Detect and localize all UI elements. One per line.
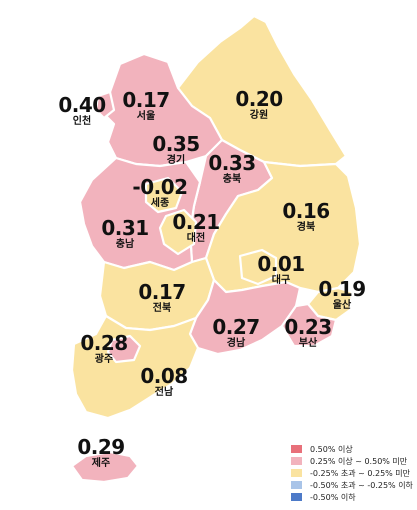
label-daegu: 0.01 대구	[257, 252, 305, 286]
value-gyeonggi: 0.35	[152, 132, 200, 156]
label-incheon: 0.40 인천	[58, 93, 106, 127]
name-daejeon: 대전	[186, 233, 206, 244]
label-gwangju: 0.28 광주	[80, 331, 128, 365]
legend: 0.50% 이상 0.25% 이상 ~ 0.50% 미만 -0.25% 초과 ~…	[291, 443, 413, 503]
label-daejeon: 0.21 대전	[172, 210, 220, 244]
value-gyeongbuk: 0.16	[282, 199, 330, 223]
region-jeonnam[interactable]	[70, 314, 200, 420]
label-gyeongnam: 0.27 경남	[212, 315, 260, 349]
region-jeju[interactable]	[70, 450, 140, 484]
name-jeonnam: 전남	[154, 387, 174, 398]
name-ulsan: 울산	[332, 300, 352, 311]
legend-swatch	[291, 457, 302, 465]
value-daejeon: 0.21	[172, 210, 220, 234]
value-seoul: 0.17	[122, 88, 170, 112]
legend-swatch	[291, 445, 302, 453]
value-chungnam: 0.31	[101, 216, 149, 240]
label-chungbuk: 0.33 충북	[208, 151, 256, 185]
label-busan: 0.23 부산	[284, 315, 332, 349]
value-daegu: 0.01	[257, 252, 305, 276]
region-incheon[interactable]	[94, 90, 116, 120]
value-gwangju: 0.28	[80, 331, 128, 355]
value-incheon: 0.40	[58, 93, 106, 117]
value-gangwon: 0.20	[235, 87, 283, 111]
label-jeju: 0.29 제주	[77, 435, 125, 469]
name-gyeonggi: 경기	[166, 155, 186, 166]
region-daegu[interactable]	[238, 248, 278, 286]
legend-label: -0.50% 이하	[310, 492, 356, 502]
region-busan[interactable]	[280, 302, 338, 348]
region-gyeongnam[interactable]	[188, 278, 302, 356]
legend-label: 0.25% 이상 ~ 0.50% 미만	[310, 456, 408, 466]
label-gangwon: 0.20 강원	[235, 87, 283, 121]
label-ulsan: 0.19 울산	[318, 277, 366, 311]
label-seoul: 0.17 서울	[122, 88, 170, 122]
name-gwangju: 광주	[94, 354, 114, 365]
legend-swatch	[291, 481, 302, 489]
name-incheon: 인천	[72, 116, 92, 127]
name-seoul: 서울	[136, 111, 156, 122]
name-gyeongbuk: 경북	[296, 222, 316, 233]
value-sejong: -0.02	[132, 175, 188, 199]
label-chungnam: 0.31 충남	[101, 216, 149, 250]
region-daejeon[interactable]	[158, 208, 198, 256]
legend-swatch	[291, 469, 302, 477]
label-jeonnam: 0.08 전남	[140, 364, 188, 398]
legend-item: -0.50% 초과 ~ -0.25% 이하	[291, 479, 413, 491]
region-gwangju[interactable]	[106, 334, 142, 364]
label-sejong: -0.02 세종	[132, 175, 188, 209]
name-chungbuk: 충북	[222, 174, 242, 185]
value-busan: 0.23	[284, 315, 332, 339]
name-jeonbuk: 전북	[152, 303, 172, 314]
name-chungnam: 충남	[115, 239, 135, 250]
legend-item: 0.50% 이상	[291, 443, 413, 455]
label-gyeongbuk: 0.16 경북	[282, 199, 330, 233]
name-busan: 부산	[298, 338, 318, 349]
name-daegu: 대구	[271, 275, 291, 286]
legend-label: -0.25% 초과 ~ 0.25% 미만	[310, 468, 411, 478]
value-gyeongnam: 0.27	[212, 315, 260, 339]
name-jeju: 제주	[91, 458, 111, 469]
legend-item: 0.25% 이상 ~ 0.50% 미만	[291, 455, 413, 467]
value-jeju: 0.29	[77, 435, 125, 459]
value-jeonbuk: 0.17	[138, 280, 186, 304]
name-gyeongnam: 경남	[226, 338, 246, 349]
region-sejong[interactable]	[144, 176, 184, 214]
label-jeonbuk: 0.17 전북	[138, 280, 186, 314]
value-chungbuk: 0.33	[208, 151, 256, 175]
name-gangwon: 강원	[249, 110, 269, 121]
label-gyeonggi: 0.35 경기	[152, 132, 200, 166]
name-sejong: 세종	[150, 198, 170, 209]
legend-item: -0.50% 이하	[291, 491, 413, 503]
legend-item: -0.25% 초과 ~ 0.25% 미만	[291, 467, 413, 479]
value-jeonnam: 0.08	[140, 364, 188, 388]
value-ulsan: 0.19	[318, 277, 366, 301]
legend-label: 0.50% 이상	[310, 444, 353, 454]
legend-swatch	[291, 493, 302, 501]
legend-label: -0.50% 초과 ~ -0.25% 이하	[310, 480, 413, 490]
